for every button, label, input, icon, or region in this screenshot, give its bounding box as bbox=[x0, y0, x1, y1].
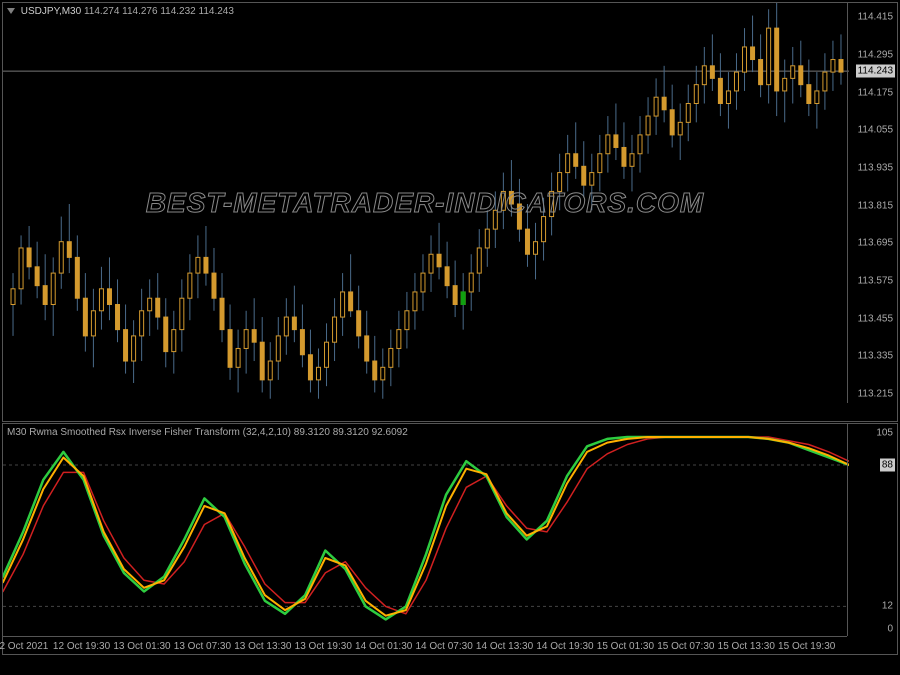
x-tick-label: 12 Oct 19:30 bbox=[53, 641, 110, 652]
dropdown-icon[interactable] bbox=[7, 8, 15, 14]
x-tick-label: 14 Oct 13:30 bbox=[476, 641, 533, 652]
price-panel[interactable]: USDJPY,M30 114.274 114.276 114.232 114.2… bbox=[2, 2, 898, 422]
indicator-header: M30 Rwma Smoothed Rsx Inverse Fisher Tra… bbox=[7, 427, 408, 438]
y-tick-label: 114.295 bbox=[858, 49, 893, 60]
x-tick-label: 13 Oct 13:30 bbox=[234, 641, 291, 652]
chart-container: USDJPY,M30 114.274 114.276 114.232 114.2… bbox=[0, 0, 900, 675]
y-tick-label: 113.215 bbox=[858, 389, 893, 400]
x-tick-label: 12 Oct 2021 bbox=[0, 641, 48, 652]
price-y-axis: 114.415 114.295 114.175 114.055 113.935 113.8… bbox=[847, 3, 897, 403]
y-tick-label: 113.935 bbox=[858, 162, 893, 173]
y-tick-label: 114.415 bbox=[858, 12, 893, 23]
y-tick-label: 0 bbox=[887, 623, 893, 634]
y-tick-label: 113.695 bbox=[858, 238, 893, 249]
y-tick-label: 113.815 bbox=[858, 200, 893, 211]
indicator-y-axis: 105 12 0 88 bbox=[847, 424, 897, 636]
symbol-label: USDJPY,M30 bbox=[21, 6, 81, 17]
y-tick-label: 113.575 bbox=[858, 275, 893, 286]
ohlc-values: 114.274 114.276 114.232 114.243 bbox=[84, 6, 234, 17]
y-tick-label: 113.335 bbox=[858, 351, 893, 362]
y-tick-label: 114.175 bbox=[858, 87, 893, 98]
indicator-value-badge: 88 bbox=[880, 458, 895, 471]
x-tick-label: 14 Oct 01:30 bbox=[355, 641, 412, 652]
indicator-panel[interactable]: M30 Rwma Smoothed Rsx Inverse Fisher Tra… bbox=[2, 423, 898, 655]
x-tick-label: 15 Oct 19:30 bbox=[778, 641, 835, 652]
current-price-badge: 114.243 bbox=[856, 65, 895, 78]
x-tick-label: 13 Oct 07:30 bbox=[174, 641, 231, 652]
indicator-svg bbox=[3, 424, 849, 638]
x-tick-label: 15 Oct 13:30 bbox=[718, 641, 775, 652]
price-header: USDJPY,M30 114.274 114.276 114.232 114.2… bbox=[7, 6, 234, 17]
y-tick-label: 12 bbox=[882, 601, 893, 612]
x-tick-label: 14 Oct 19:30 bbox=[536, 641, 593, 652]
x-axis: 12 Oct 2021 12 Oct 19:3013 Oct 01:30 13 Oc… bbox=[3, 636, 847, 654]
x-tick-label: 15 Oct 07:30 bbox=[657, 641, 714, 652]
indicator-chart-area[interactable] bbox=[3, 424, 847, 636]
x-tick-label: 13 Oct 19:30 bbox=[295, 641, 352, 652]
x-tick-label: 14 Oct 07:30 bbox=[415, 641, 472, 652]
y-tick-label: 113.455 bbox=[858, 313, 893, 324]
y-tick-label: 105 bbox=[876, 428, 893, 439]
candlestick-svg bbox=[3, 3, 849, 405]
x-tick-label: 15 Oct 01:30 bbox=[597, 641, 654, 652]
x-tick-label: 13 Oct 01:30 bbox=[113, 641, 170, 652]
price-chart-area[interactable]: BEST-METATRADER-INDICATORS.COM bbox=[3, 3, 847, 403]
y-tick-label: 114.055 bbox=[858, 125, 893, 136]
